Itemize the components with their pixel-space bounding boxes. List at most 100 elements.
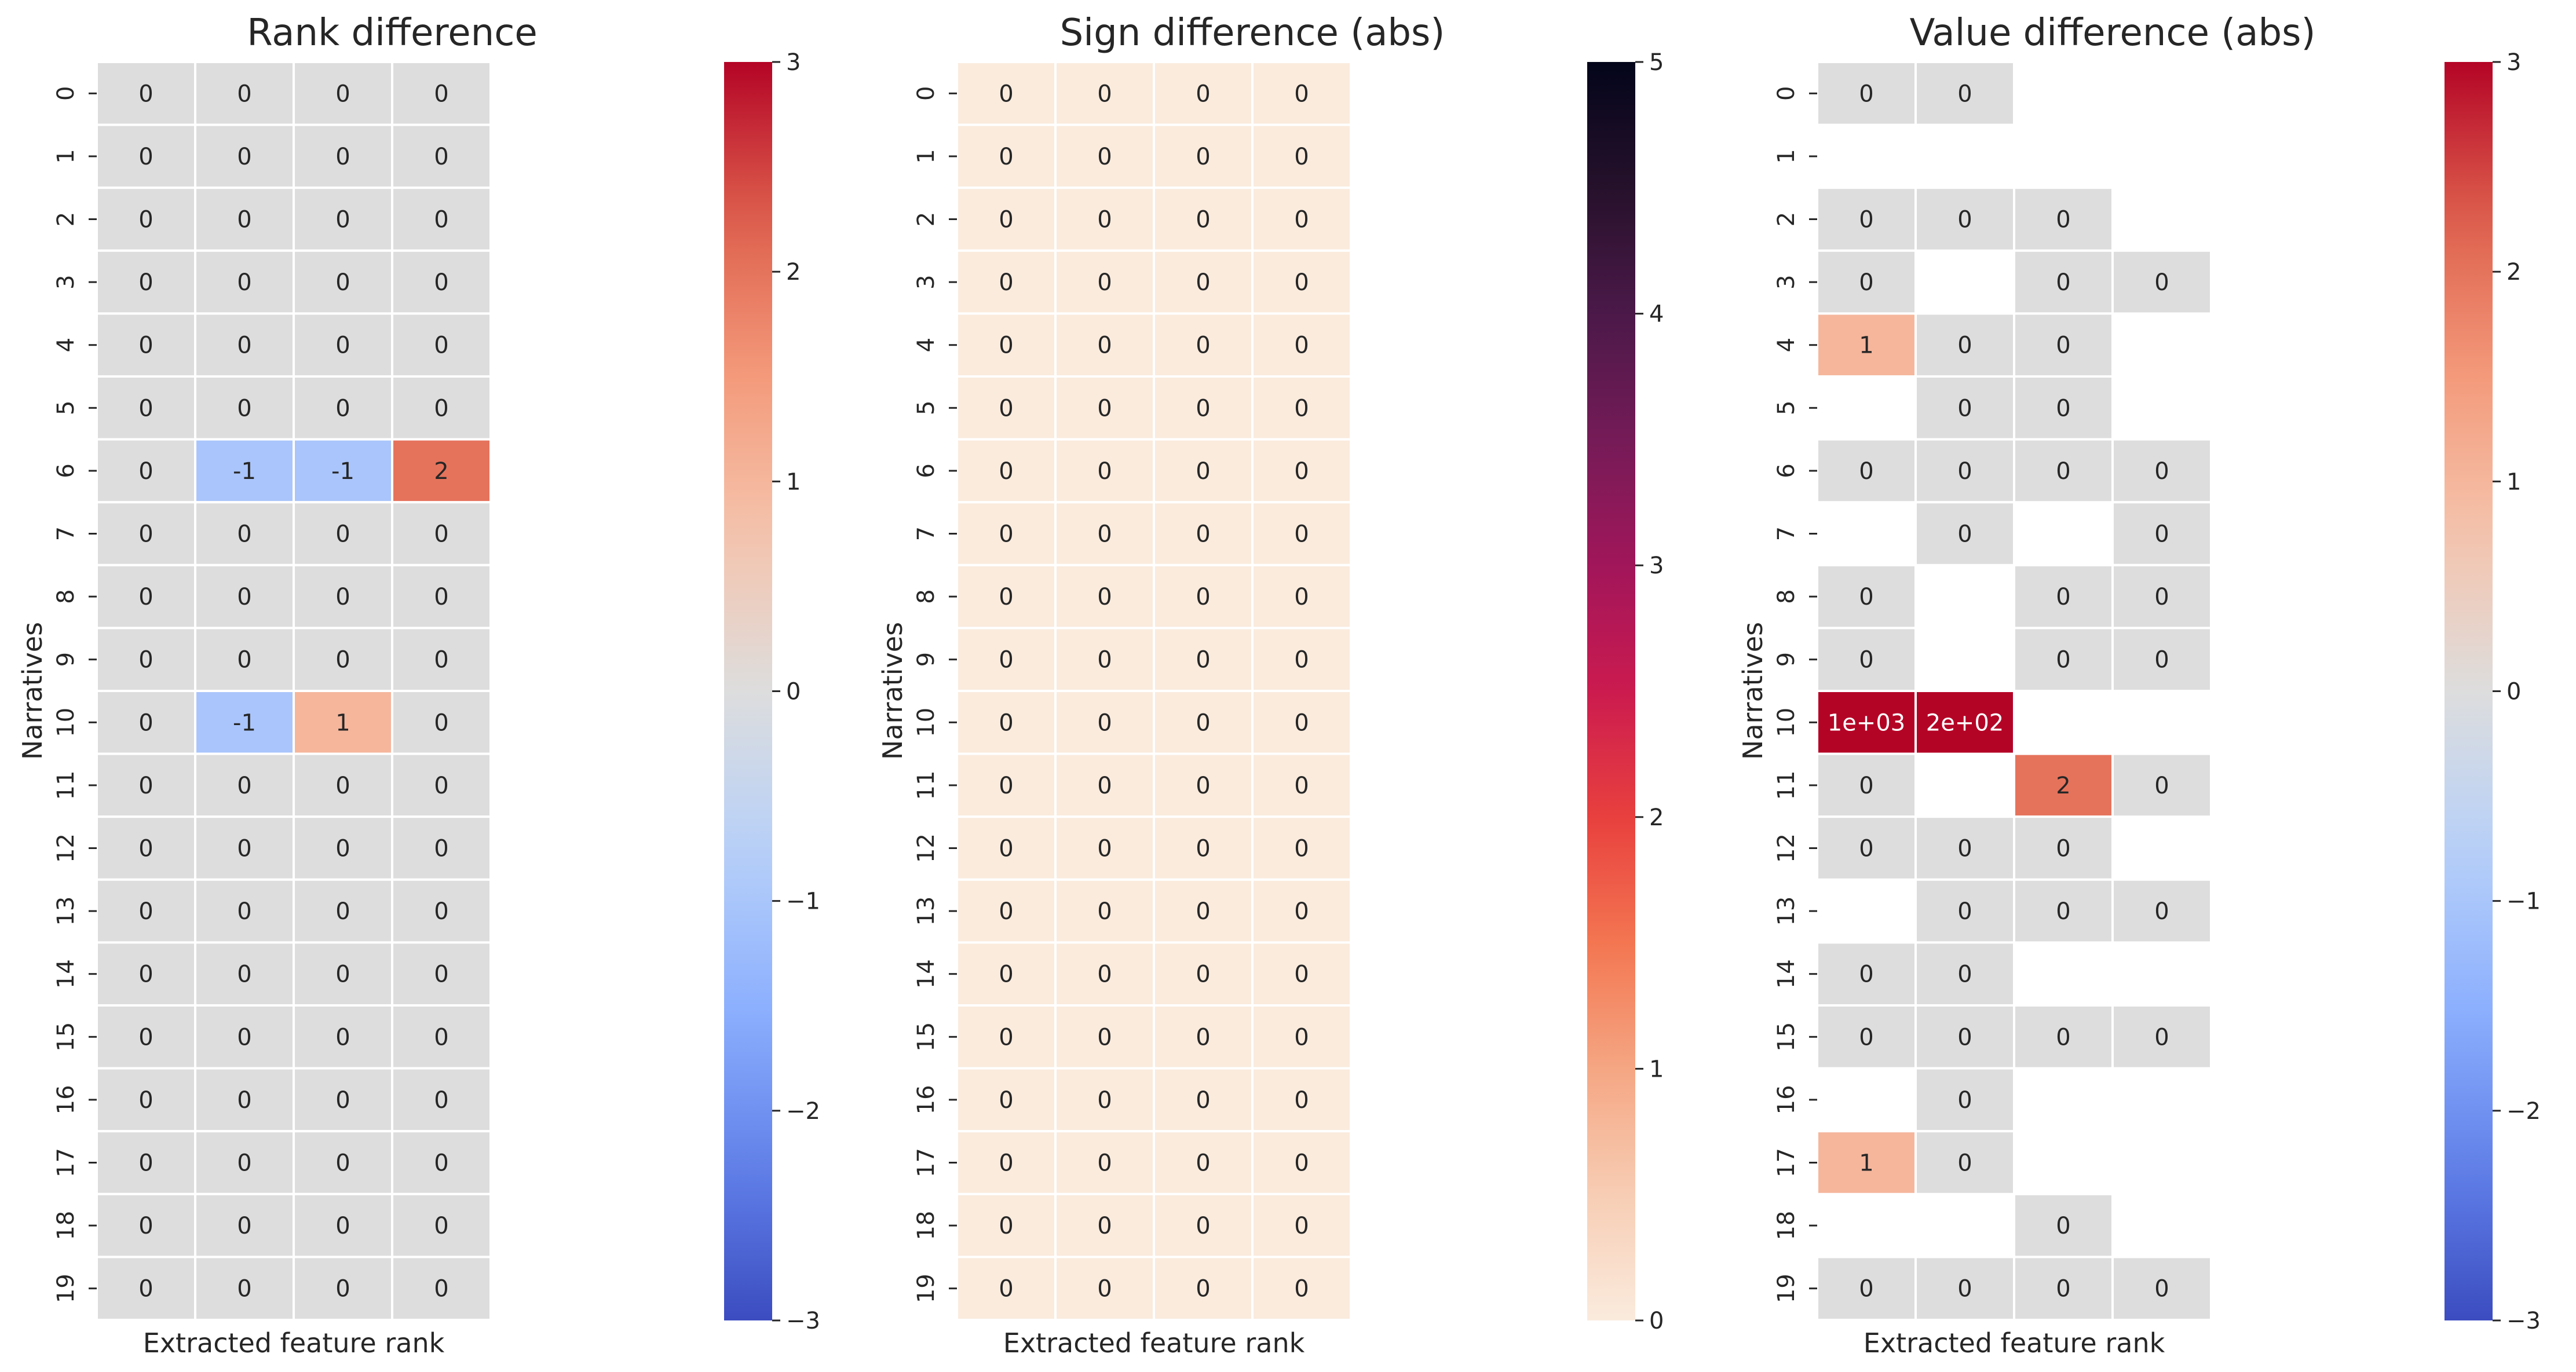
cell-annotation: 0 <box>434 836 448 862</box>
cell-annotation: 0 <box>335 647 350 674</box>
cell-annotation: 0 <box>1196 144 1210 170</box>
cell-annotation: 0 <box>2056 647 2070 674</box>
heatmap-cell <box>1251 123 1352 189</box>
cell-annotation: 0 <box>2154 647 2169 674</box>
cell-annotation: 0 <box>999 521 1013 548</box>
cell-annotation: 0 <box>237 898 251 925</box>
cell-annotation: 0 <box>335 1276 350 1303</box>
heatmap-cell <box>1914 312 2015 378</box>
y-tick-label: 11 <box>1773 770 1800 800</box>
heatmap-cell <box>1054 1192 1155 1258</box>
heatmap-cell <box>1251 627 1352 693</box>
cell-annotation: 0 <box>237 961 251 988</box>
y-tick-label: 10 <box>1773 708 1800 737</box>
heatmap-cell <box>1251 1004 1352 1070</box>
heatmap-cell <box>194 186 295 252</box>
colorbar-tick-label: 0 <box>786 679 801 705</box>
cell-annotation: 0 <box>138 458 153 485</box>
cell-annotation: 0 <box>237 1087 251 1114</box>
heatmap-cell <box>1914 690 2015 755</box>
y-tick-label: 10 <box>913 708 940 737</box>
cell-annotation: 1 <box>335 709 350 736</box>
heatmap-cell <box>391 1004 492 1070</box>
heatmap-cell <box>1153 375 1254 441</box>
cell-annotation: 0 <box>138 1087 153 1114</box>
heatmap-cell <box>1153 186 1254 252</box>
cell-annotation: 0 <box>138 709 153 736</box>
cell-annotation: 2 <box>434 458 448 485</box>
cell-annotation: 0 <box>1294 898 1309 925</box>
y-tick-label: 12 <box>1773 833 1800 863</box>
cell-annotation: 0 <box>1097 207 1112 233</box>
cell-annotation: 0 <box>2056 836 2070 862</box>
heatmap-cell <box>1914 61 2015 126</box>
cell-annotation: 0 <box>1294 1150 1309 1177</box>
cell-annotation: 0 <box>1097 1276 1112 1303</box>
heatmap-cell <box>956 1004 1057 1070</box>
cell-annotation: 0 <box>1196 207 1210 233</box>
heatmap-cell <box>1816 941 1917 1007</box>
heatmap-cell <box>1054 438 1155 504</box>
heatmap-cell <box>1054 501 1155 566</box>
y-tick-label: 17 <box>1773 1148 1800 1177</box>
cell-annotation: 0 <box>335 269 350 296</box>
cell-annotation: 0 <box>1957 1150 1972 1177</box>
cell-annotation: 0 <box>1294 584 1309 610</box>
heatmap-cell <box>391 186 492 252</box>
cell-annotation: 0 <box>2056 584 2070 610</box>
cell-annotation: 0 <box>1294 144 1309 170</box>
heatmap-cell <box>1054 1067 1155 1133</box>
heatmap-cell <box>1816 186 1917 252</box>
y-tick-label: 8 <box>1773 589 1800 603</box>
y-tick-label: 14 <box>53 959 79 989</box>
heatmap-cell <box>1153 941 1254 1007</box>
cell-annotation: 0 <box>1097 836 1112 862</box>
cell-annotation: 0 <box>434 395 448 422</box>
y-tick-label: 12 <box>913 833 940 863</box>
cell-annotation: 0 <box>237 647 251 674</box>
cell-annotation: 0 <box>1097 584 1112 610</box>
cell-annotation: 0 <box>138 584 153 610</box>
y-tick-label: 2 <box>913 212 940 226</box>
y-tick-label: 11 <box>53 770 79 800</box>
heatmap-cell <box>1251 312 1352 378</box>
cell-annotation: 0 <box>2056 898 2070 925</box>
cell-annotation: 0 <box>138 1024 153 1051</box>
cell-annotation: 0 <box>335 332 350 359</box>
cell-annotation: 0 <box>434 521 448 548</box>
colorbar-tick-label: −1 <box>2506 888 2541 915</box>
y-tick-label: 6 <box>1773 463 1800 478</box>
heatmap-cell <box>391 878 492 944</box>
cell-annotation: 0 <box>1859 773 1873 799</box>
cell-annotation: 0 <box>999 1276 1013 1303</box>
y-tick-label: 17 <box>913 1148 940 1177</box>
cell-annotation: 1 <box>1859 1150 1873 1177</box>
cell-annotation: 0 <box>1196 81 1210 107</box>
colorbar-tick-label: −1 <box>786 888 820 915</box>
cell-annotation: 0 <box>2056 1213 2070 1239</box>
cell-annotation: 0 <box>1196 1024 1210 1051</box>
cell-annotation: 0 <box>2154 898 2169 925</box>
heatmap-cell <box>391 375 492 441</box>
heatmap-cell <box>293 1256 393 1321</box>
colorbar-tick-label: 0 <box>2506 679 2521 705</box>
heatmap-cell <box>1914 375 2015 441</box>
y-tick-label: 12 <box>53 833 79 863</box>
heatmap-cell <box>1251 186 1352 252</box>
cell-annotation: 0 <box>434 961 448 988</box>
heatmap-cell <box>1054 627 1155 693</box>
colorbar <box>1587 62 1635 1320</box>
cell-annotation: 0 <box>434 332 448 359</box>
heatmap-cell <box>1816 815 1917 881</box>
cell-annotation: 0 <box>138 207 153 233</box>
heatmap-cell <box>1153 815 1254 881</box>
heatmap-cell <box>956 312 1057 378</box>
heatmap-cell <box>1054 690 1155 755</box>
heatmap-cell <box>293 375 393 441</box>
heatmap-cell <box>391 123 492 189</box>
cell-annotation: 0 <box>2056 207 2070 233</box>
heatmap-cell <box>956 564 1057 630</box>
cell-annotation: 0 <box>335 521 350 548</box>
cell-annotation: 0 <box>237 144 251 170</box>
